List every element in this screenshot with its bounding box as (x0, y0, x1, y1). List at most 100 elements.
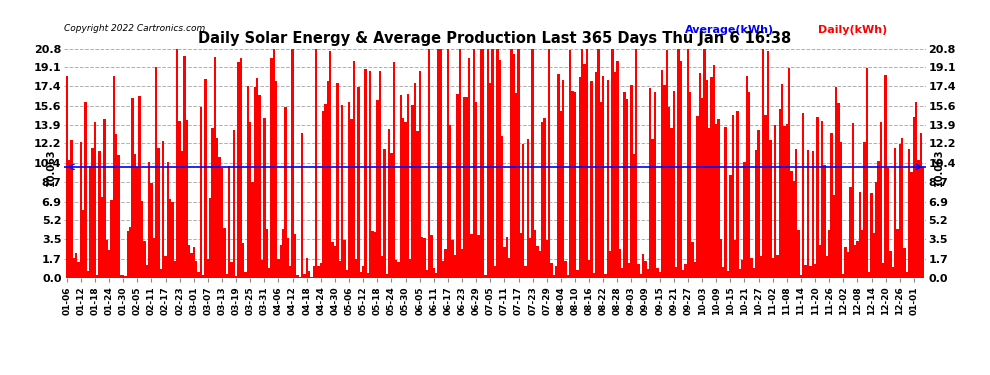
Bar (122, 275, 125, 278)
Bar (155, 67, 157, 278)
Bar (522, 144, 525, 278)
Bar (477, 235, 480, 278)
Bar (624, 92, 626, 278)
Bar (185, 120, 188, 278)
Bar (231, 262, 233, 278)
Bar (400, 96, 402, 278)
Bar (510, 49, 513, 278)
Bar (539, 251, 541, 278)
Bar (887, 168, 889, 278)
Bar (79, 142, 82, 278)
Bar (484, 274, 487, 278)
Bar (491, 50, 494, 278)
Bar (771, 258, 774, 278)
Bar (134, 154, 137, 278)
Bar (397, 262, 400, 278)
Bar (291, 49, 294, 278)
Bar (433, 268, 435, 278)
Bar (240, 58, 242, 278)
Bar (374, 232, 376, 278)
Bar (665, 51, 668, 278)
Bar (106, 240, 108, 278)
Bar (661, 70, 663, 278)
Bar (550, 263, 552, 278)
Bar (272, 49, 275, 278)
Bar (741, 260, 743, 278)
Bar (146, 266, 148, 278)
Bar (616, 61, 619, 278)
Bar (835, 87, 838, 278)
Bar (334, 246, 337, 278)
Bar (453, 255, 456, 278)
Text: 10.063: 10.063 (935, 148, 944, 186)
Bar (877, 161, 880, 278)
Bar (619, 249, 621, 278)
Text: Copyright 2022 Cartronics.com: Copyright 2022 Cartronics.com (64, 24, 206, 33)
Bar (564, 261, 566, 278)
Bar (858, 192, 861, 278)
Bar (583, 64, 586, 278)
Bar (350, 119, 352, 278)
Bar (137, 166, 139, 278)
Bar (651, 139, 653, 278)
Bar (166, 162, 169, 278)
Bar (176, 49, 178, 278)
Bar (626, 99, 628, 278)
Bar (141, 201, 144, 278)
Bar (188, 246, 190, 278)
Bar (318, 266, 320, 278)
Bar (117, 155, 120, 278)
Bar (383, 149, 385, 278)
Bar (174, 261, 176, 278)
Bar (489, 83, 491, 278)
Bar (404, 122, 407, 278)
Bar (633, 154, 635, 278)
Bar (72, 258, 75, 278)
Bar (809, 266, 812, 278)
Bar (720, 238, 722, 278)
Bar (730, 175, 732, 278)
Bar (588, 260, 590, 278)
Bar (903, 248, 906, 278)
Bar (150, 183, 152, 278)
Bar (913, 117, 915, 278)
Bar (132, 98, 134, 278)
Bar (668, 107, 670, 278)
Bar (449, 125, 451, 278)
Bar (376, 100, 378, 278)
Bar (889, 251, 892, 278)
Bar (159, 269, 162, 278)
Bar (487, 49, 489, 278)
Bar (393, 62, 395, 278)
Bar (294, 234, 296, 278)
Bar (677, 49, 680, 278)
Bar (748, 92, 750, 278)
Bar (812, 151, 814, 278)
Bar (644, 261, 646, 278)
Bar (846, 252, 849, 278)
Bar (920, 133, 922, 278)
Bar (357, 87, 359, 278)
Bar (108, 250, 110, 278)
Bar (65, 76, 68, 278)
Bar (371, 231, 374, 278)
Bar (289, 266, 291, 278)
Bar (303, 274, 306, 278)
Bar (369, 70, 371, 278)
Bar (631, 85, 633, 278)
Bar (139, 96, 141, 278)
Bar (113, 76, 115, 278)
Bar (421, 237, 424, 278)
Bar (253, 87, 256, 278)
Bar (656, 268, 658, 278)
Bar (260, 260, 263, 278)
Bar (609, 251, 612, 278)
Bar (868, 272, 870, 278)
Bar (468, 58, 470, 278)
Bar (762, 49, 764, 278)
Bar (861, 230, 863, 278)
Bar (440, 49, 443, 278)
Bar (788, 68, 790, 278)
Bar (757, 130, 759, 278)
Text: 10.063: 10.063 (46, 148, 55, 186)
